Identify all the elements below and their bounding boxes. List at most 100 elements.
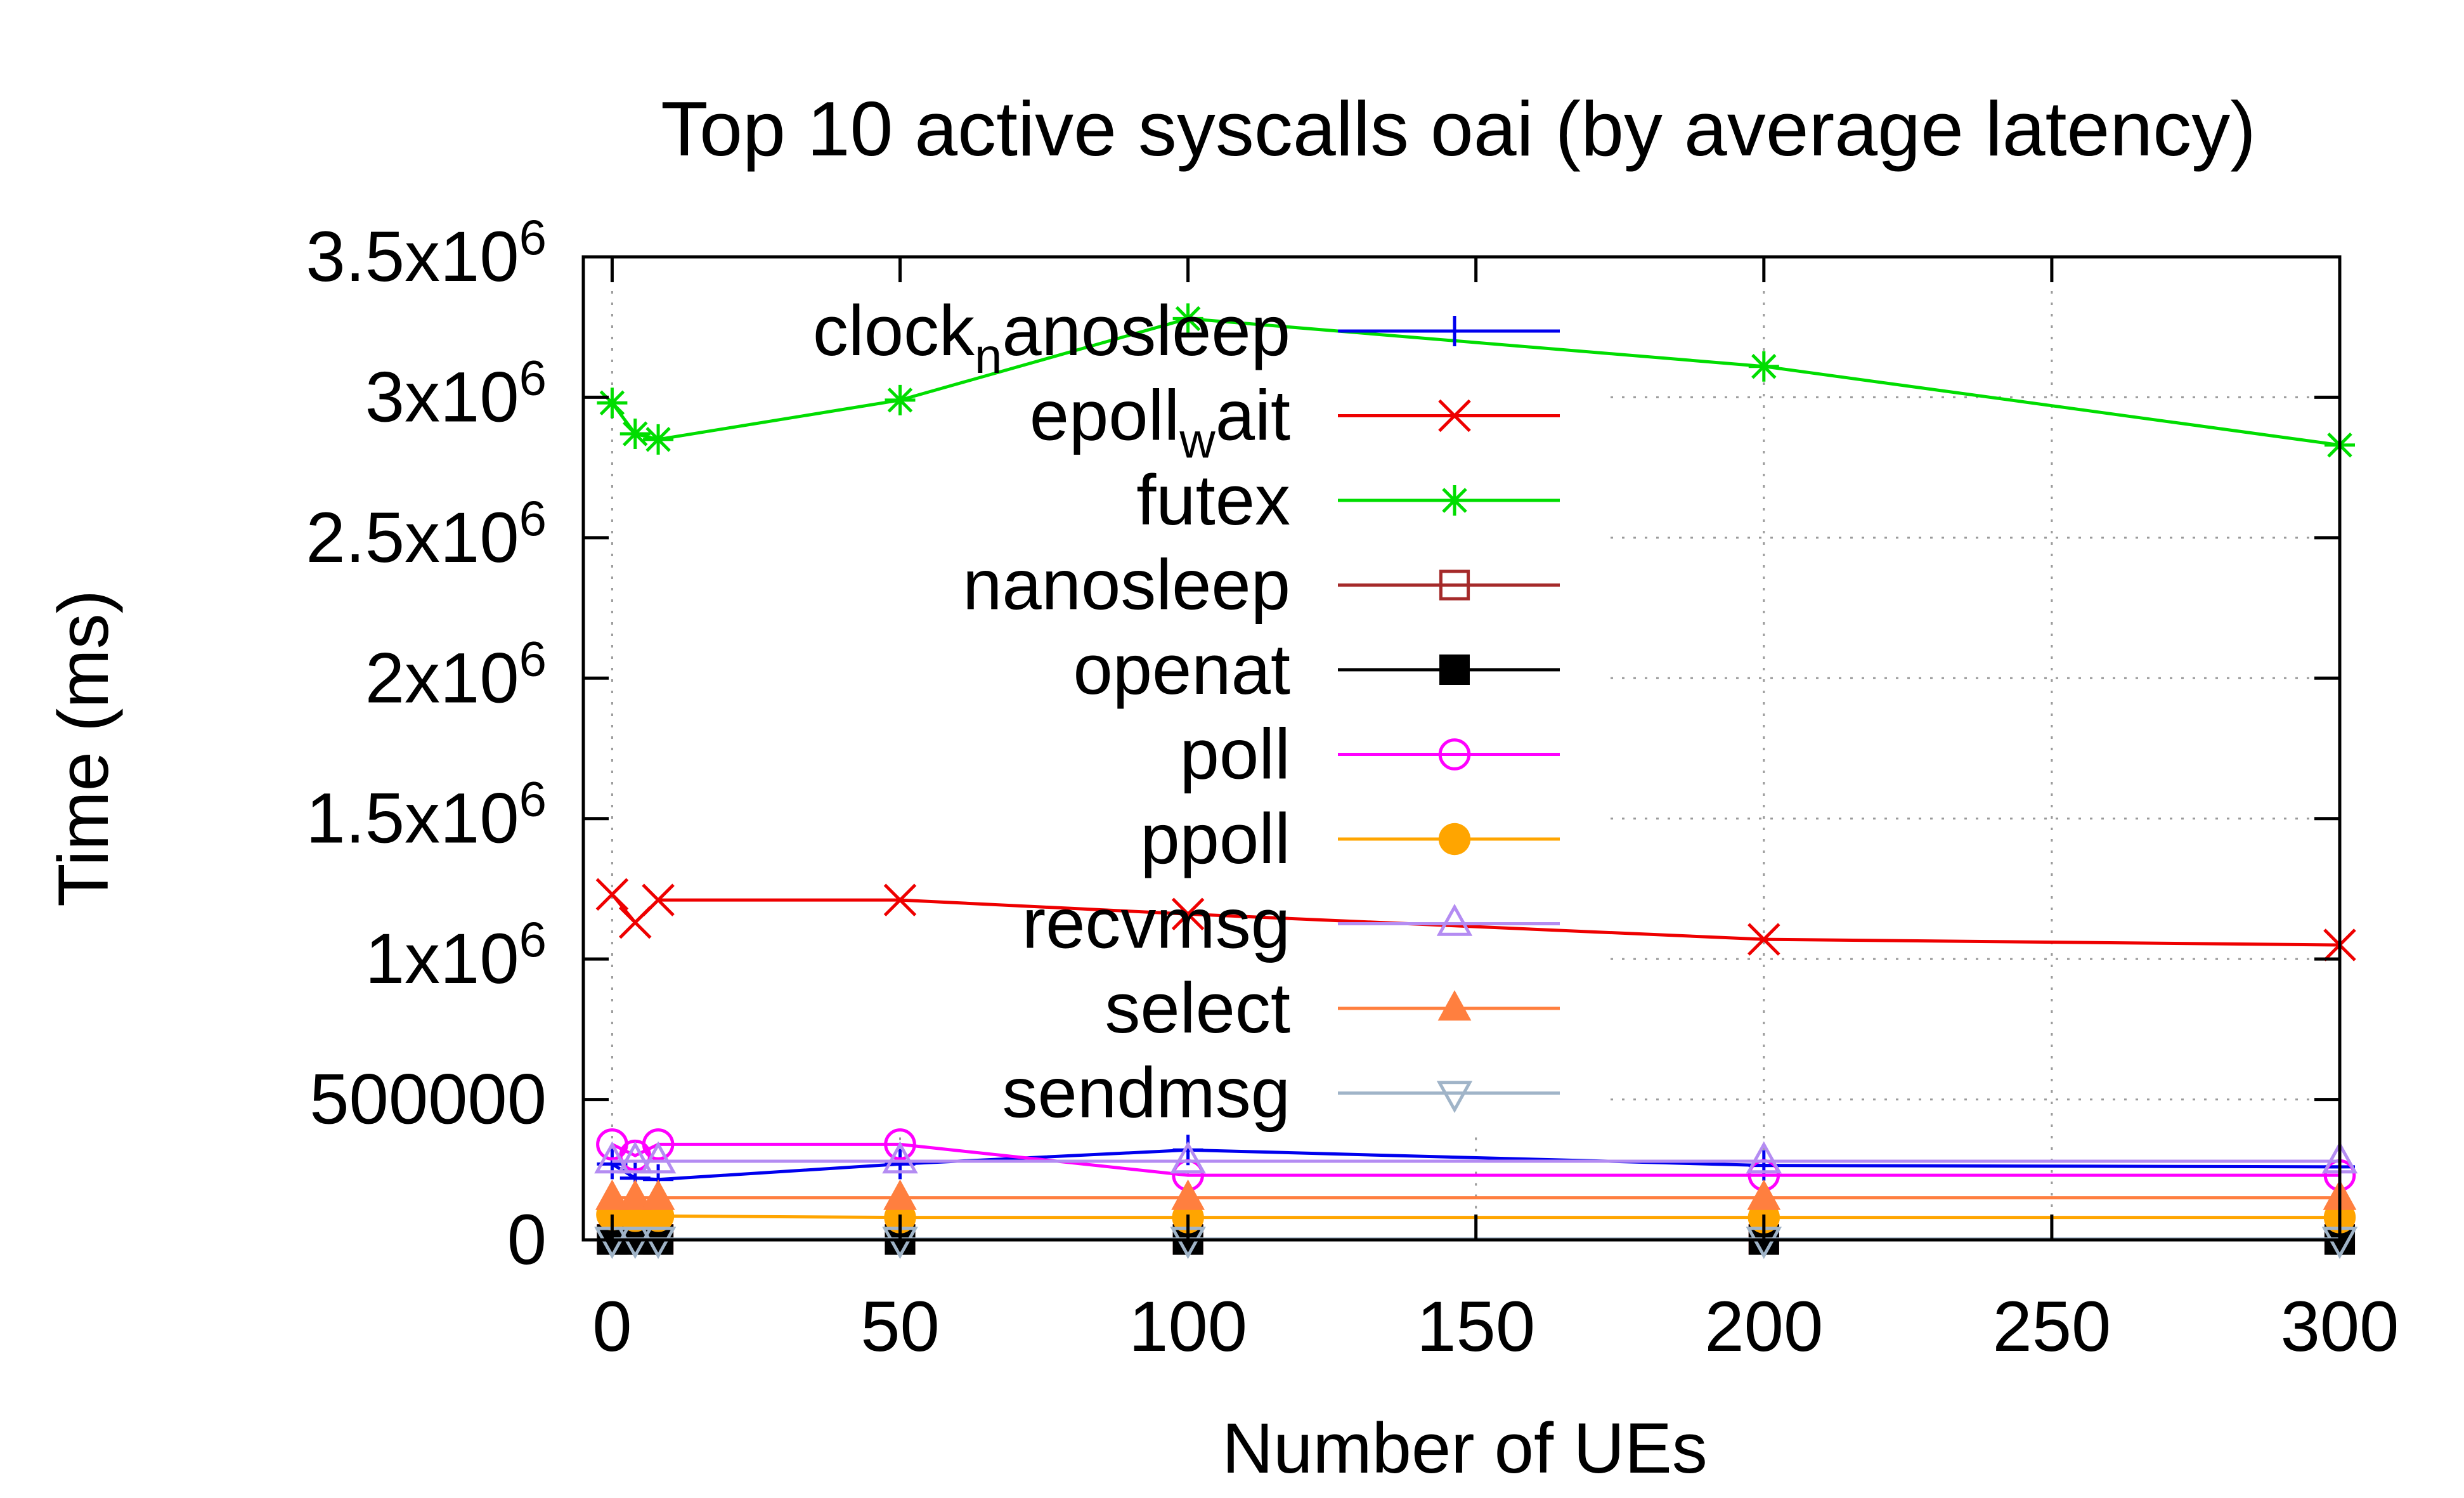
data-point (617, 1227, 653, 1260)
y-tick-label-base: 2.5x10 (306, 498, 519, 577)
legend-entry: epollwait (1030, 376, 1560, 469)
grid (611, 257, 2340, 1240)
data-point (640, 1227, 677, 1260)
legend-entry: clocknanosleep (813, 291, 1560, 384)
y-axis-label: Time (ms) (44, 590, 123, 907)
y-tick-label-exponent: 6 (519, 349, 547, 405)
y-tick-label-exponent: 6 (519, 209, 547, 265)
legend-entry: ppoll (1140, 799, 1560, 878)
y-tick-label: 2.5x106 (306, 490, 547, 577)
y-tick-label: 3x106 (365, 349, 547, 436)
data-point (595, 1179, 629, 1210)
y-tick-label-exponent: 6 (519, 771, 547, 827)
legend-label-main: epoll (1030, 376, 1180, 455)
y-tick-label: 0 (507, 1200, 547, 1279)
legend-label: futex (1136, 460, 1290, 540)
legend-label: sendmsg (1002, 1053, 1290, 1133)
y-tick-label: 1.5x106 (306, 771, 547, 858)
legend-label-main: sendmsg (1002, 1053, 1290, 1133)
legend-marker (1439, 316, 1470, 346)
legend-label-rest: anosleep (1002, 291, 1290, 370)
y-tick-label: 3.5x106 (306, 209, 547, 296)
plot-area-frame (581, 255, 2342, 1242)
data-point (643, 424, 674, 455)
data-point (1748, 351, 1779, 382)
y-tick-label: 1x106 (365, 911, 547, 998)
data-point (642, 1128, 675, 1161)
legend-label-main: ppoll (1140, 799, 1290, 878)
legend-label-main: openat (1073, 630, 1290, 709)
x-tick-label: 250 (1992, 1287, 2111, 1366)
legend-marker (1436, 1081, 1473, 1114)
y-tick-label-base: 3.5x10 (306, 217, 519, 296)
legend: clocknanosleepepollwaitfutexnanosleepope… (813, 291, 1560, 1133)
data-point (884, 1128, 916, 1161)
data-point (1171, 897, 1205, 931)
legend-marker (1436, 903, 1473, 936)
legend-label-rest: ait (1216, 376, 1290, 455)
data-point (1747, 1179, 1781, 1210)
legend-label: nanosleep (963, 545, 1290, 625)
y-tick-label-exponent: 6 (519, 911, 547, 967)
legend-label-main: nanosleep (963, 545, 1290, 625)
legend-marker (1438, 399, 1471, 433)
legend-label-main: recvmsg (1022, 884, 1290, 963)
legend-label: ppoll (1140, 799, 1290, 878)
legend-entry: nanosleep (963, 545, 1560, 625)
data-point (1170, 1141, 1206, 1174)
data-point (641, 1179, 675, 1210)
x-axis-label: Number of UEs (1222, 1409, 1708, 1488)
legend-entry: recvmsg (1022, 884, 1560, 963)
y-tick-label: 2x106 (365, 630, 547, 717)
data-point (618, 1179, 652, 1210)
y-tick-label-base: 500000 (309, 1060, 547, 1139)
axis-ticks: 05000001x1061.5x1062x1062.5x1063x1063.5x… (306, 209, 2399, 1366)
y-tick-label: 500000 (309, 1060, 547, 1139)
legend-label: select (1105, 968, 1290, 1048)
legend-entry: poll (1180, 715, 1560, 794)
y-tick-label-base: 1.5x10 (306, 779, 519, 858)
legend-label-main: poll (1180, 715, 1290, 794)
data-point (594, 1141, 630, 1174)
legend-marker (1439, 570, 1470, 601)
data-point (619, 419, 651, 449)
legend-marker (1438, 823, 1471, 856)
legend-label: recvmsg (1022, 884, 1290, 963)
legend-entry: select (1105, 968, 1560, 1048)
x-tick-label: 0 (592, 1287, 632, 1366)
legend-marker (1439, 485, 1470, 516)
y-tick-label-exponent: 6 (519, 630, 547, 686)
legend-label: openat (1073, 630, 1290, 709)
y-tick-label-exponent: 6 (519, 490, 547, 546)
chart-title: Top 10 active syscalls oai (by average l… (661, 86, 2256, 172)
legend-entry: sendmsg (1002, 1053, 1560, 1133)
legend-label-main: futex (1136, 460, 1290, 540)
x-tick-label: 100 (1129, 1287, 1247, 1366)
legend-label-subscript: n (975, 328, 1002, 384)
y-tick-label-base: 3x10 (365, 357, 519, 436)
legend-marker (1438, 738, 1471, 771)
x-tick-label: 150 (1417, 1287, 1535, 1366)
y-tick-label-base: 1x10 (365, 919, 519, 998)
data-point (1171, 1179, 1205, 1210)
series-recvmsg (594, 1141, 2358, 1174)
data-point (883, 1179, 917, 1210)
legend-marker (1437, 990, 1472, 1021)
data-point (883, 883, 917, 916)
data-point (1747, 923, 1780, 956)
data-point (640, 1141, 677, 1174)
series-epoll-wait (595, 878, 2356, 961)
legend-entry: openat (1073, 630, 1560, 709)
legend-marker (1439, 655, 1470, 685)
legend-label-main: clock (813, 291, 975, 370)
data-point (597, 388, 628, 419)
legend-label: epollwait (1030, 376, 1290, 469)
legend-label-main: select (1105, 968, 1290, 1048)
legend-label: clocknanosleep (813, 291, 1290, 384)
data-point (882, 1141, 918, 1174)
data-point (885, 384, 916, 415)
data-point (1746, 1141, 1782, 1174)
series-layer (594, 303, 2358, 1260)
x-tick-label: 50 (860, 1287, 940, 1366)
legend-label-subscript: w (1179, 413, 1216, 469)
